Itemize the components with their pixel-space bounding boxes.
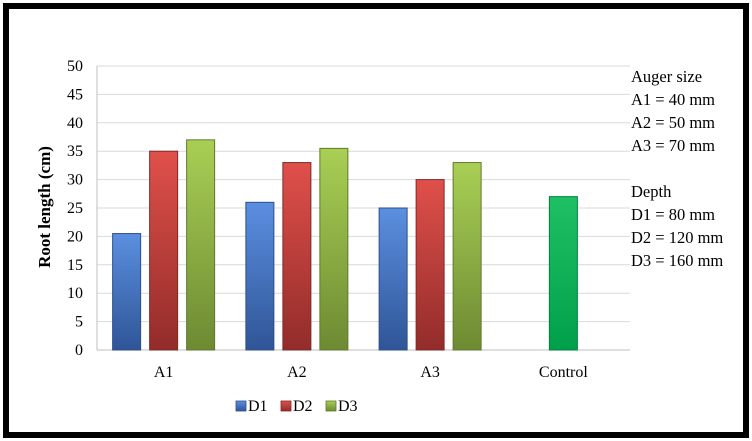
bar-d2-a1 <box>149 150 179 351</box>
legend-label-d3: D3 <box>338 398 358 415</box>
annotation-line: A2 = 50 mm <box>631 113 715 132</box>
annotation-line: Auger size <box>631 67 702 86</box>
y-tick-label: 0 <box>75 342 83 359</box>
annotation-line: D1 = 80 mm <box>631 205 715 224</box>
legend-swatch-d2 <box>280 400 292 412</box>
bar-d1-a2 <box>245 201 275 351</box>
legend-swatch-d1 <box>235 400 247 412</box>
bar-d2-a2 <box>282 162 312 351</box>
x-tick-label: Control <box>539 364 588 381</box>
annotation-line: Depth <box>631 182 672 201</box>
tick-labels: 0 5 10 15 20 25 30 35 40 45 50 A1 A2 A3 Control <box>67 58 588 381</box>
grid-lines <box>96 65 630 351</box>
y-tick-label: 50 <box>67 58 83 75</box>
bar-control-control <box>548 196 578 351</box>
annotation-line: D3 = 160 mm <box>631 251 723 270</box>
chart-border <box>3 3 749 438</box>
bar-d1-a3 <box>378 207 408 351</box>
legend-swatch-d3 <box>325 400 337 412</box>
y-tick-label: 10 <box>67 285 83 302</box>
legend-label-d2: D2 <box>293 398 313 415</box>
legend-label-d1: D1 <box>248 398 268 415</box>
y-tick-label: 35 <box>67 143 83 160</box>
bar-d2-a3 <box>415 179 445 351</box>
x-tick-label: A2 <box>287 364 307 381</box>
annotation-line: D2 = 120 mm <box>631 228 723 247</box>
y-tick-label: 15 <box>67 257 83 274</box>
legend: D1 D2 D3 <box>235 398 358 415</box>
y-tick-label: 20 <box>67 228 83 245</box>
y-tick-label: 40 <box>67 115 83 132</box>
y-tick-label: 30 <box>67 172 83 189</box>
y-axis-title: Root length (cm) <box>35 146 54 268</box>
bar-d3-a1 <box>186 139 216 351</box>
y-tick-label: 5 <box>75 314 83 331</box>
y-tick-label: 45 <box>67 86 83 103</box>
annotation-line: A1 = 40 mm <box>631 90 715 109</box>
bar-d1-a1 <box>112 233 142 351</box>
y-tick-label: 25 <box>67 200 83 217</box>
bar-d3-a3 <box>452 162 482 351</box>
annotations: Auger size A1 = 40 mm A2 = 50 mm A3 = 70 mm… <box>631 67 723 270</box>
x-tick-label: A1 <box>154 364 174 381</box>
bars <box>112 139 578 351</box>
x-tick-label: A3 <box>420 364 440 381</box>
annotation-line: A3 = 70 mm <box>631 136 715 155</box>
bar-d3-a2 <box>319 147 349 351</box>
